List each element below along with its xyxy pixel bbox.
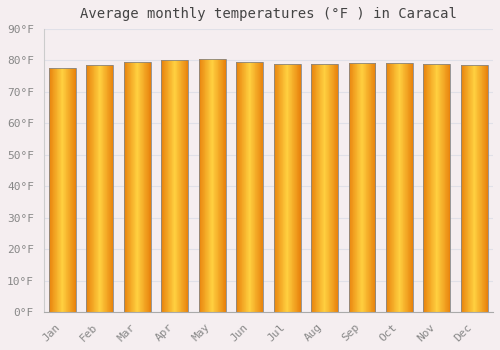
Bar: [461, 65, 488, 312]
Bar: [424, 64, 450, 312]
Bar: [348, 63, 376, 312]
Bar: [49, 68, 76, 312]
Bar: [86, 65, 114, 312]
Bar: [198, 59, 226, 312]
Bar: [386, 63, 413, 312]
Bar: [162, 60, 188, 312]
Title: Average monthly temperatures (°F ) in Caracal: Average monthly temperatures (°F ) in Ca…: [80, 7, 457, 21]
Bar: [274, 64, 300, 312]
Bar: [236, 62, 263, 312]
Bar: [311, 64, 338, 312]
Bar: [124, 62, 151, 312]
